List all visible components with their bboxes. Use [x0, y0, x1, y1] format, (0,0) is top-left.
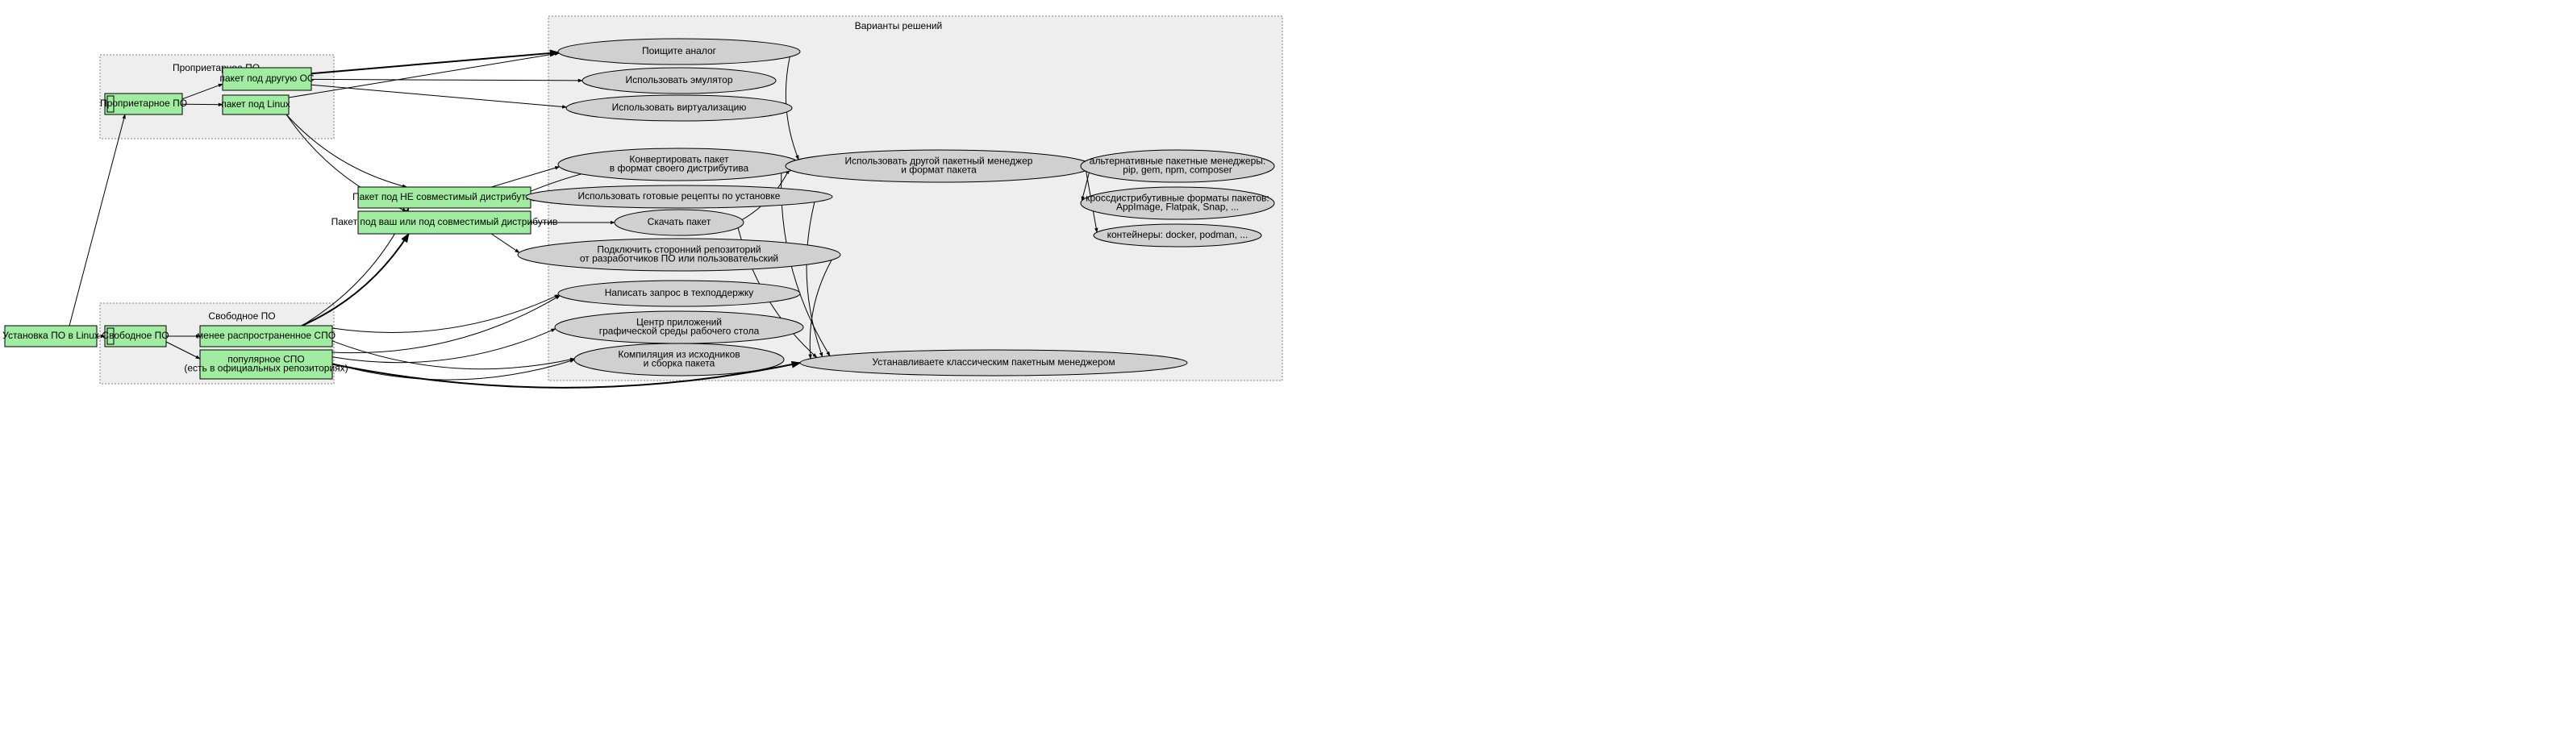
- node-label-convert-1: в формат своего дистрибутива: [610, 163, 749, 174]
- node-label-support-0: Написать запрос в техподдержку: [605, 287, 754, 298]
- edge-popular-appcenter: [332, 329, 556, 363]
- node-label-download-0: Скачать пакет: [648, 216, 711, 227]
- node-label-otherpm-1: и формат пакета: [901, 164, 977, 176]
- node-label-recipes-0: Использовать готовые рецепты по установк…: [578, 190, 781, 202]
- edge-otheros-virt: [311, 85, 566, 107]
- node-label-notcompat-0: Пакет под НЕ совместимый дистрибутив: [352, 191, 536, 202]
- edge-install-prop: [69, 114, 125, 326]
- node-label-popular-1: (есть в официальных репозиториях): [184, 363, 348, 374]
- node-label-siderepo-1: от разработчиков ПО или пользовательский: [580, 253, 778, 264]
- edge-popular-support: [332, 296, 560, 353]
- edge-lesscommon-compile: [332, 341, 574, 369]
- node-label-lesscommon-0: менее распространенное СПО: [197, 330, 336, 341]
- node-label-pkglinux-0: пакет под Linux: [221, 98, 290, 110]
- edge-otheros-emulator: [311, 79, 582, 81]
- node-label-prop-0: Проприетарное ПО: [100, 98, 187, 109]
- node-label-emulator-0: Использовать эмулятор: [625, 74, 732, 85]
- edge-prop-pkglinux: [182, 104, 223, 105]
- edge-otheros-analog: [311, 52, 558, 73]
- node-label-analog-0: Поищите аналог: [642, 45, 717, 56]
- node-label-compile-1: и сборка пакета: [644, 358, 715, 369]
- node-label-appcenter-1: графической среды рабочего стола: [599, 326, 760, 337]
- flowchart-canvas: Проприетарное ПО Свободное ПО Варианты реш…: [0, 0, 2576, 753]
- node-label-install-0: Установка ПО в Linux: [2, 330, 99, 341]
- cluster-label-c_free: Свободное ПО: [208, 310, 275, 322]
- edge-lesscommon-support: [332, 295, 559, 333]
- edge-compat-siderepo: [491, 234, 519, 252]
- node-label-free-0: Свободное ПО: [102, 330, 169, 341]
- node-label-otheros-0: пакет под другую ОС: [219, 73, 314, 84]
- node-label-containers-0: контейнеры: docker, podman, ...: [1107, 229, 1248, 240]
- node-label-crossfmt-1: AppImage, Flatpak, Snap, ...: [1116, 202, 1239, 213]
- edge-popular-compile: [332, 360, 574, 380]
- node-label-altpm-1: pip, gem, npm, composer: [1123, 164, 1232, 176]
- node-label-virt-0: Использовать виртуализацию: [612, 102, 747, 113]
- node-label-compat-0: Пакет под ваш или под совместимый дистри…: [331, 216, 558, 227]
- node-label-classicpm-0: Устанавливаете классическим пакетным мен…: [872, 356, 1115, 368]
- cluster-label-c_sol: Варианты решений: [855, 20, 943, 31]
